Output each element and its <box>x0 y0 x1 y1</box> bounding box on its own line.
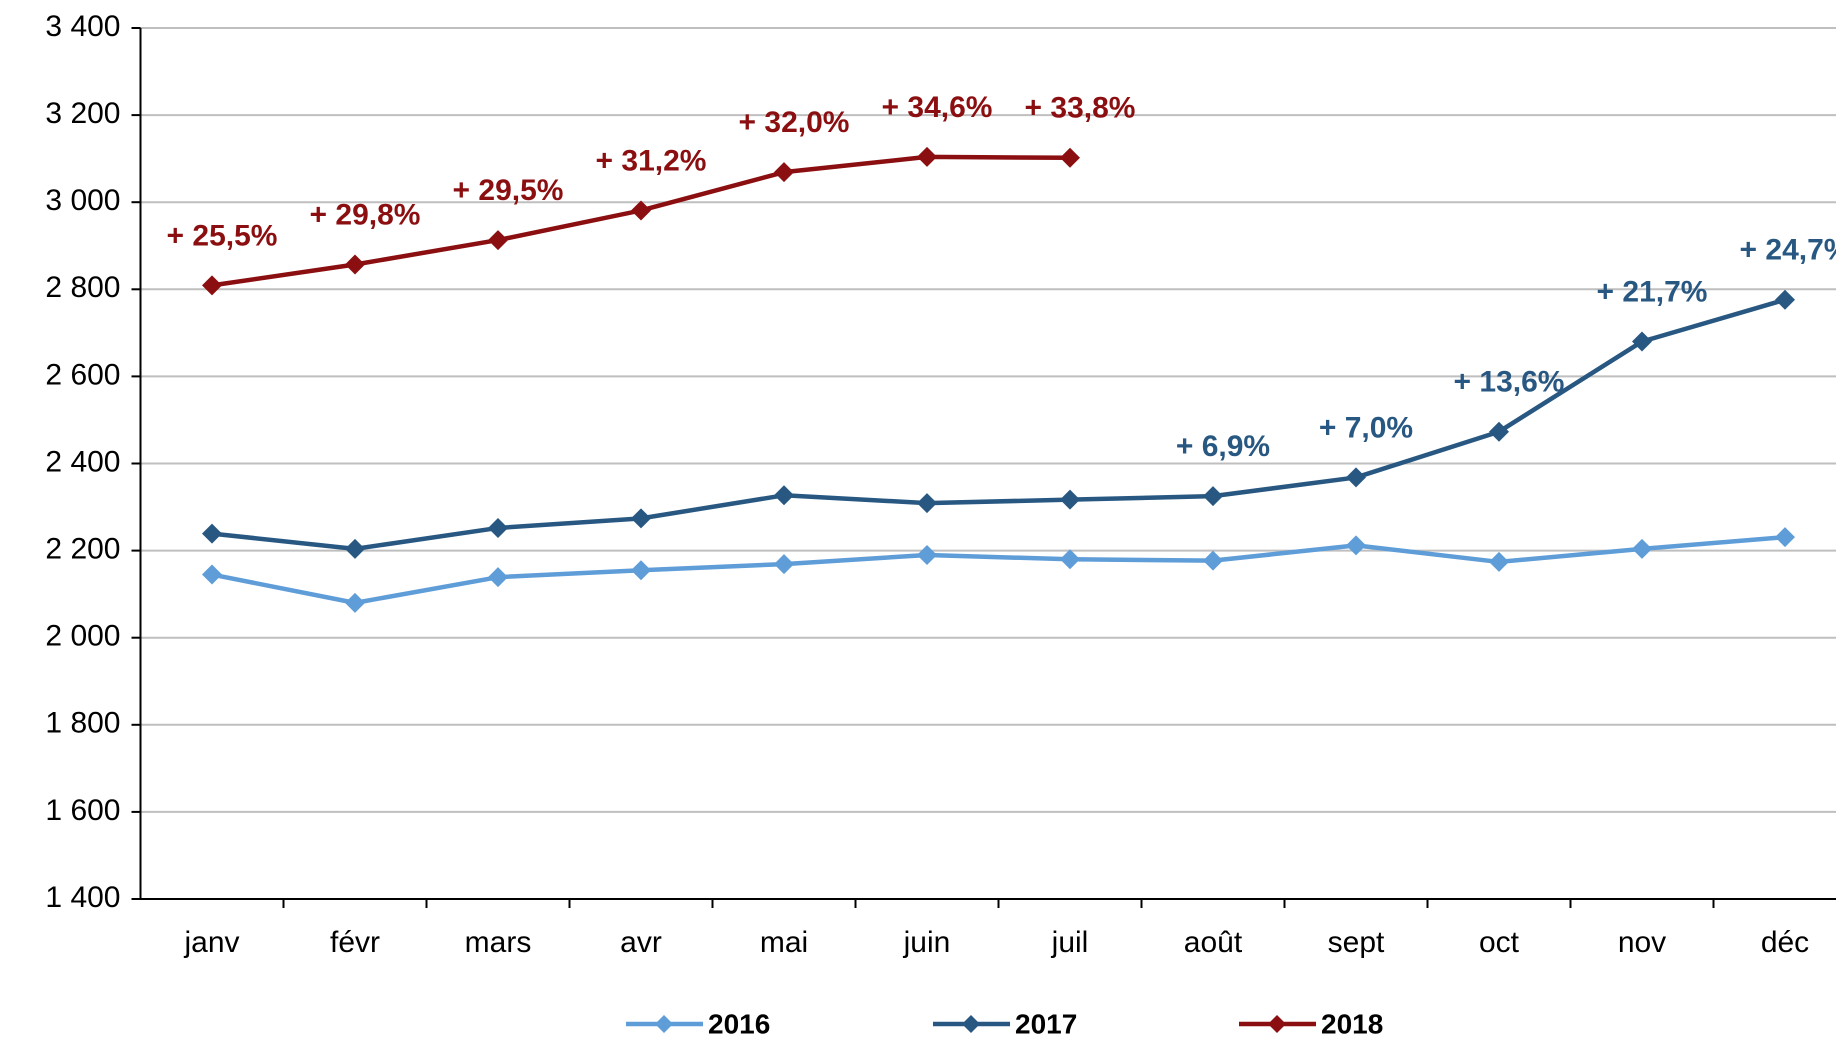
y-tick-label: 1 800 <box>45 707 120 740</box>
y-tick-label: 1 400 <box>45 881 120 914</box>
point-marker <box>774 485 794 506</box>
point-annotation: + 6,9% <box>1176 430 1270 463</box>
x-tick-label: oct <box>1479 926 1520 959</box>
legend-marker <box>962 1015 980 1033</box>
point-marker <box>1060 549 1080 570</box>
x-tick-label: avr <box>620 926 662 959</box>
point-marker <box>1346 535 1366 556</box>
x-tick-label: sept <box>1328 926 1385 959</box>
point-marker <box>488 567 508 588</box>
legend-label: 2016 <box>708 1008 770 1039</box>
y-tick-label: 2 000 <box>45 620 120 653</box>
point-marker <box>631 508 651 529</box>
x-tick-label: mai <box>760 926 808 959</box>
x-tick-label: nov <box>1618 926 1666 959</box>
series-line <box>211 297 1786 552</box>
point-marker <box>1489 551 1509 572</box>
point-marker <box>1489 421 1509 442</box>
y-tick-label: 3 200 <box>45 97 120 130</box>
point-marker <box>202 523 222 544</box>
legend-label: 2017 <box>1015 1008 1077 1039</box>
point-marker <box>488 230 508 251</box>
point-marker <box>917 544 937 565</box>
point-marker <box>202 275 222 296</box>
point-annotation: + 7,0% <box>1319 411 1413 444</box>
point-annotation: + 24,7% <box>1740 234 1836 267</box>
point-annotation: + 32,0% <box>739 106 850 139</box>
point-marker <box>1203 550 1223 571</box>
point-marker <box>345 538 365 559</box>
x-tick-label: juin <box>903 926 951 959</box>
point-marker <box>631 560 651 581</box>
point-marker <box>774 554 794 575</box>
point-marker <box>1632 538 1652 559</box>
x-tick-label: juil <box>1051 926 1089 959</box>
point-marker <box>345 254 365 275</box>
point-annotation: + 31,2% <box>596 144 707 177</box>
point-annotation: + 34,6% <box>882 91 993 124</box>
legend-marker <box>1268 1015 1286 1033</box>
y-tick-label: 2 600 <box>45 358 120 391</box>
series-line <box>211 534 1786 606</box>
y-tick-label: 3 400 <box>45 10 120 43</box>
x-tick-label: janv <box>183 926 239 959</box>
x-tick-label: août <box>1184 926 1243 959</box>
point-marker <box>917 146 937 167</box>
y-tick-label: 1 600 <box>45 794 120 827</box>
point-marker <box>202 564 222 585</box>
point-marker <box>1775 527 1795 548</box>
point-annotation: + 29,8% <box>310 198 421 231</box>
point-annotation: + 13,6% <box>1454 366 1565 399</box>
point-marker <box>488 517 508 538</box>
legend-marker <box>655 1015 673 1033</box>
point-marker <box>1346 467 1366 488</box>
x-tick-label: févr <box>330 926 380 959</box>
point-annotation: + 29,5% <box>453 174 564 207</box>
x-tick-label: déc <box>1761 926 1809 959</box>
legend-label: 2018 <box>1321 1008 1383 1039</box>
point-marker <box>1632 331 1652 352</box>
point-marker <box>1060 489 1080 510</box>
y-tick-label: 2 200 <box>45 533 120 566</box>
point-marker <box>631 200 651 221</box>
point-marker <box>917 493 937 514</box>
y-tick-label: 2 800 <box>45 271 120 304</box>
point-marker <box>1775 289 1795 310</box>
point-annotation: + 25,5% <box>167 219 278 252</box>
y-tick-label: 3 000 <box>45 184 120 217</box>
point-marker <box>1060 147 1080 168</box>
y-tick-label: 2 400 <box>45 445 120 478</box>
point-annotation: + 33,8% <box>1025 92 1136 125</box>
point-marker <box>345 592 365 613</box>
point-annotation: + 21,7% <box>1597 275 1708 308</box>
x-tick-label: mars <box>465 926 532 959</box>
point-marker <box>774 162 794 183</box>
point-marker <box>1203 486 1223 507</box>
